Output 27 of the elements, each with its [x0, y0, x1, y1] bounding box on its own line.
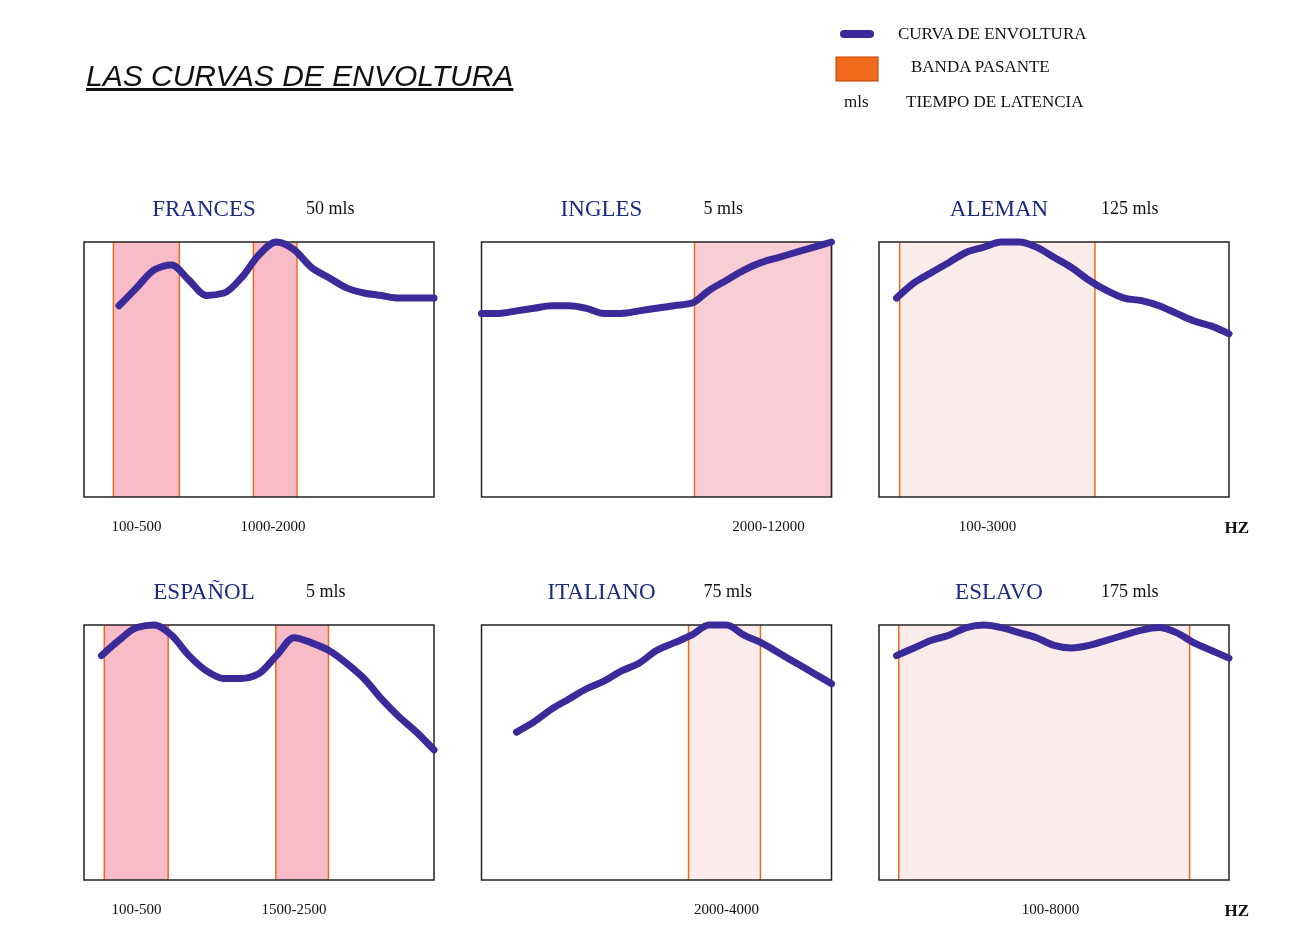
text: BANDA PASANTE	[911, 57, 1050, 76]
chart-subtitle: 175 mls	[1101, 581, 1159, 601]
chart-subtitle: 75 mls	[703, 581, 753, 601]
text: 100-500	[111, 901, 162, 917]
text: 100-500	[111, 518, 162, 534]
chart-title: INGLES	[560, 196, 643, 221]
text: mls	[844, 92, 869, 111]
chart-title: FRANCES	[152, 196, 256, 221]
text: HZ	[1224, 518, 1249, 537]
text: 100-3000	[958, 518, 1017, 534]
text: 100-8000	[1021, 901, 1080, 917]
text: TIEMPO DE LATENCIA	[906, 92, 1085, 111]
text: 2000-12000	[732, 518, 805, 534]
text: 2000-4000	[694, 901, 759, 917]
chart-title: ESLAVO	[955, 579, 1043, 604]
text: CURVA DE ENVOLTURA	[898, 24, 1088, 43]
chart-title: ITALIANO	[547, 579, 656, 604]
chart-title: ESPAÑOL	[153, 579, 255, 604]
text: 1000-2000	[240, 518, 306, 534]
chart-subtitle: 50 mls	[306, 198, 355, 218]
chart-subtitle: 5 mls	[306, 581, 346, 601]
text: LAS CURVAS DE ENVOLTURA	[86, 59, 514, 92]
text: 1500-2500	[261, 901, 327, 917]
chart-subtitle: 125 mls	[1101, 198, 1159, 218]
chart-title: ALEMAN	[949, 196, 1049, 221]
chart-subtitle: 5 mls	[703, 198, 744, 218]
text: HZ	[1224, 901, 1249, 920]
